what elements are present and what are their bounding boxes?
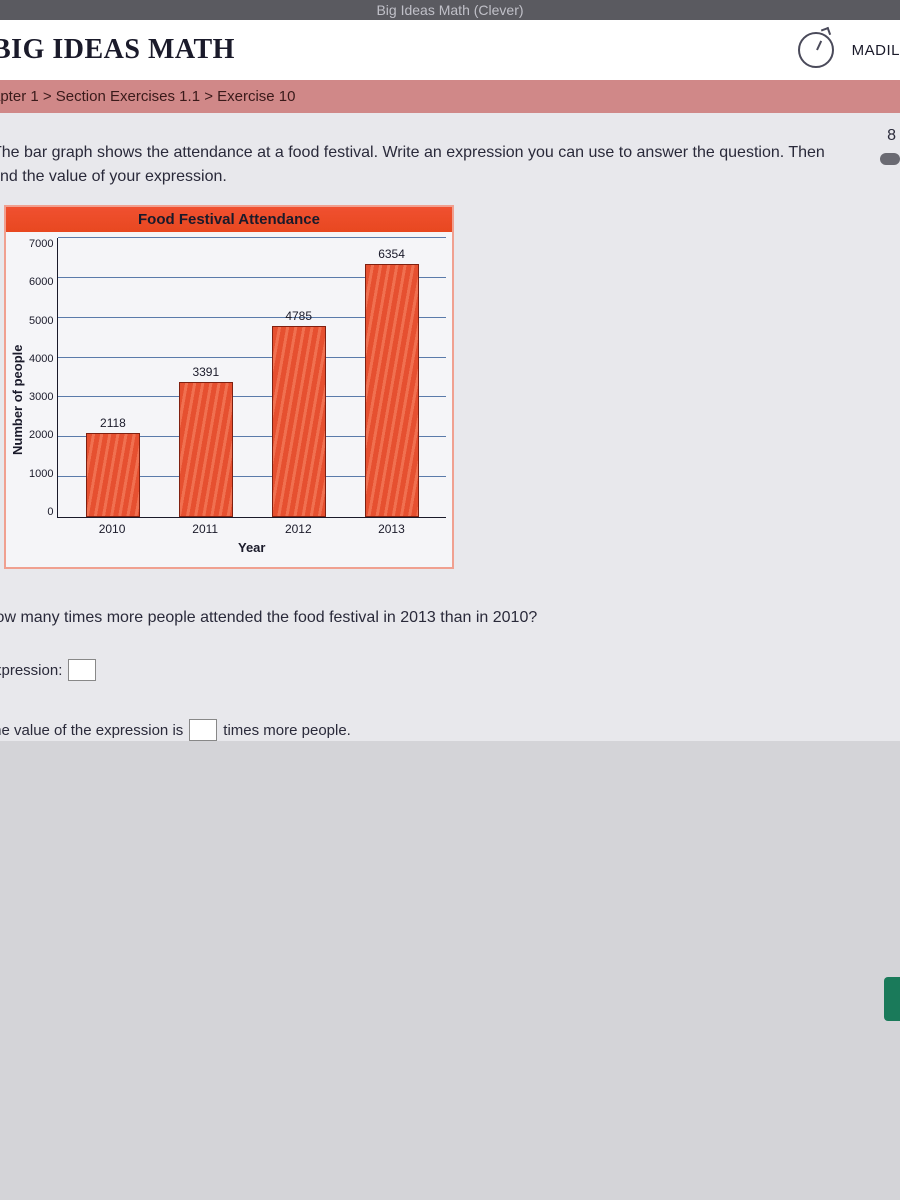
x-tick: 2013 (361, 522, 421, 536)
attendance-chart: Food Festival Attendance Number of peopl… (4, 205, 454, 569)
bar-slot: 2118 (83, 238, 143, 517)
value-input[interactable] (189, 719, 217, 741)
y-tick: 7000 (29, 238, 53, 250)
expression-row: Expression: (0, 659, 900, 681)
check-button[interactable] (884, 977, 900, 1021)
bar: 2118 (86, 433, 140, 517)
browser-tab-title: Big Ideas Math (Clever) (0, 0, 900, 20)
question-prompt: The bar graph shows the attendance at a … (0, 141, 900, 189)
expression-label: Expression: (0, 662, 62, 679)
y-ticks: 7000 6000 5000 4000 3000 2000 1000 0 (27, 238, 57, 518)
bar-value-label: 2118 (100, 416, 126, 430)
header-right: MADIL (798, 32, 900, 68)
user-name: MADIL (852, 42, 900, 59)
bar-value-label: 6354 (378, 247, 405, 261)
sub-question: How many times more people attended the … (0, 609, 900, 627)
x-tick: 2012 (268, 522, 328, 536)
content-area: 8 The bar graph shows the attendance at … (0, 113, 900, 741)
value-row: The value of the expression is times mor… (0, 719, 900, 741)
y-tick: 0 (29, 506, 53, 518)
question-card: 8 The bar graph shows the attendance at … (0, 113, 900, 741)
x-ticks: 2010 2011 2012 2013 (57, 518, 446, 536)
y-tick: 6000 (29, 276, 53, 288)
plot-column: 2118 3391 4785 6354 2010 2011 2012 2013 Year (57, 238, 446, 561)
bar: 6354 (365, 264, 419, 517)
y-tick: 5000 (29, 315, 53, 327)
x-tick: 2011 (175, 522, 235, 536)
toggle-pill[interactable] (880, 153, 900, 165)
bar-slot: 4785 (269, 238, 329, 517)
bar-value-label: 4785 (285, 309, 312, 323)
timer-icon[interactable] (798, 32, 834, 68)
bar-slot: 6354 (362, 238, 422, 517)
y-tick: 4000 (29, 353, 53, 365)
bar-value-label: 3391 (192, 365, 219, 379)
y-tick: 2000 (29, 429, 53, 441)
x-tick: 2010 (82, 522, 142, 536)
score-indicator: 8 (887, 127, 896, 145)
plot-area: 2118 3391 4785 6354 (57, 238, 446, 518)
value-prefix: The value of the expression is (0, 722, 183, 739)
bar: 3391 (179, 382, 233, 517)
app-header: BIG IDEAS MATH MADIL (0, 20, 900, 80)
bar: 4785 (272, 326, 326, 517)
expression-input[interactable] (68, 659, 96, 681)
bars-row: 2118 3391 4785 6354 (58, 238, 446, 517)
logo: BIG IDEAS MATH (0, 34, 235, 66)
chart-body: Number of people 7000 6000 5000 4000 300… (6, 232, 452, 567)
chart-title: Food Festival Attendance (6, 207, 452, 232)
y-axis-label: Number of people (8, 238, 27, 561)
breadcrumb[interactable]: apter 1 > Section Exercises 1.1 > Exerci… (0, 80, 900, 113)
y-tick: 1000 (29, 468, 53, 480)
x-axis-label: Year (57, 536, 446, 561)
bar-slot: 3391 (176, 238, 236, 517)
y-tick: 3000 (29, 391, 53, 403)
value-suffix: times more people. (223, 722, 351, 739)
